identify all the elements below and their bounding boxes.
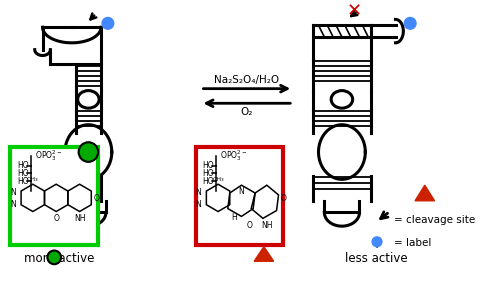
Circle shape xyxy=(48,251,61,264)
Text: CH₃: CH₃ xyxy=(212,177,224,182)
Text: O: O xyxy=(93,194,99,203)
Text: O: O xyxy=(54,215,59,223)
Text: HO: HO xyxy=(17,177,29,186)
Text: HO: HO xyxy=(202,169,214,178)
Text: N: N xyxy=(196,189,202,198)
Text: NH: NH xyxy=(261,221,272,230)
Text: NH: NH xyxy=(74,215,86,223)
Circle shape xyxy=(102,18,114,29)
Text: = cleavage site: = cleavage site xyxy=(394,215,475,225)
Polygon shape xyxy=(254,247,274,261)
Bar xyxy=(10,147,98,245)
Text: HO: HO xyxy=(202,161,214,170)
Bar xyxy=(196,147,284,245)
Text: N: N xyxy=(10,189,16,198)
Text: Na₂S₂O₄/H₂O: Na₂S₂O₄/H₂O xyxy=(214,75,280,85)
Circle shape xyxy=(372,237,382,247)
Text: O: O xyxy=(280,194,286,203)
Circle shape xyxy=(78,142,98,162)
Text: O: O xyxy=(246,221,252,230)
Ellipse shape xyxy=(78,91,99,108)
Text: CH₃: CH₃ xyxy=(27,177,38,182)
Polygon shape xyxy=(415,185,434,201)
Text: N: N xyxy=(238,187,244,196)
Text: HO: HO xyxy=(17,161,29,170)
Text: HO: HO xyxy=(17,169,29,178)
Circle shape xyxy=(404,18,416,29)
Text: more active: more active xyxy=(24,251,94,264)
Text: N: N xyxy=(196,200,202,209)
Text: N: N xyxy=(10,200,16,209)
Text: H: H xyxy=(231,213,236,222)
Ellipse shape xyxy=(331,91,352,108)
Text: less active: less active xyxy=(344,251,408,264)
Text: HO: HO xyxy=(202,177,214,186)
Text: OPO$_3^{2-}$: OPO$_3^{2-}$ xyxy=(220,149,247,163)
Text: = label: = label xyxy=(394,238,431,248)
Text: O₂: O₂ xyxy=(240,107,253,117)
Text: OPO$_3^{2-}$: OPO$_3^{2-}$ xyxy=(34,149,62,163)
Text: ✕: ✕ xyxy=(347,3,362,21)
